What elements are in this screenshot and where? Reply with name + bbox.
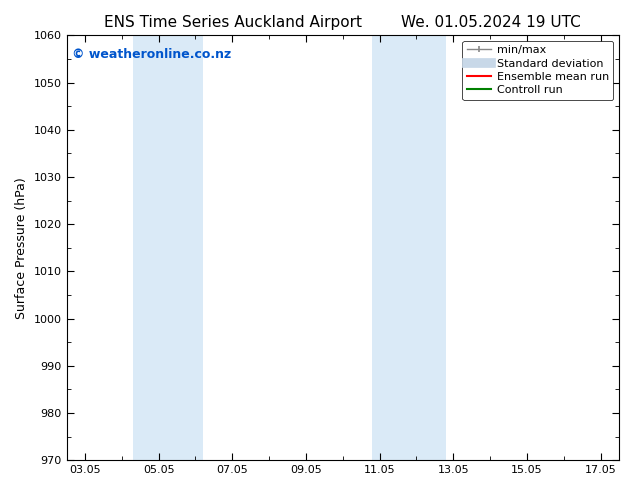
Bar	[133, 35, 203, 460]
Text: © weatheronline.co.nz: © weatheronline.co.nz	[72, 48, 231, 61]
Y-axis label: Surface Pressure (hPa): Surface Pressure (hPa)	[15, 177, 28, 318]
Legend: min/max, Standard deviation, Ensemble mean run, Controll run: min/max, Standard deviation, Ensemble me…	[462, 41, 614, 100]
Title: ENS Time Series Auckland Airport        We. 01.05.2024 19 UTC: ENS Time Series Auckland Airport We. 01.…	[105, 15, 581, 30]
Bar	[372, 35, 446, 460]
